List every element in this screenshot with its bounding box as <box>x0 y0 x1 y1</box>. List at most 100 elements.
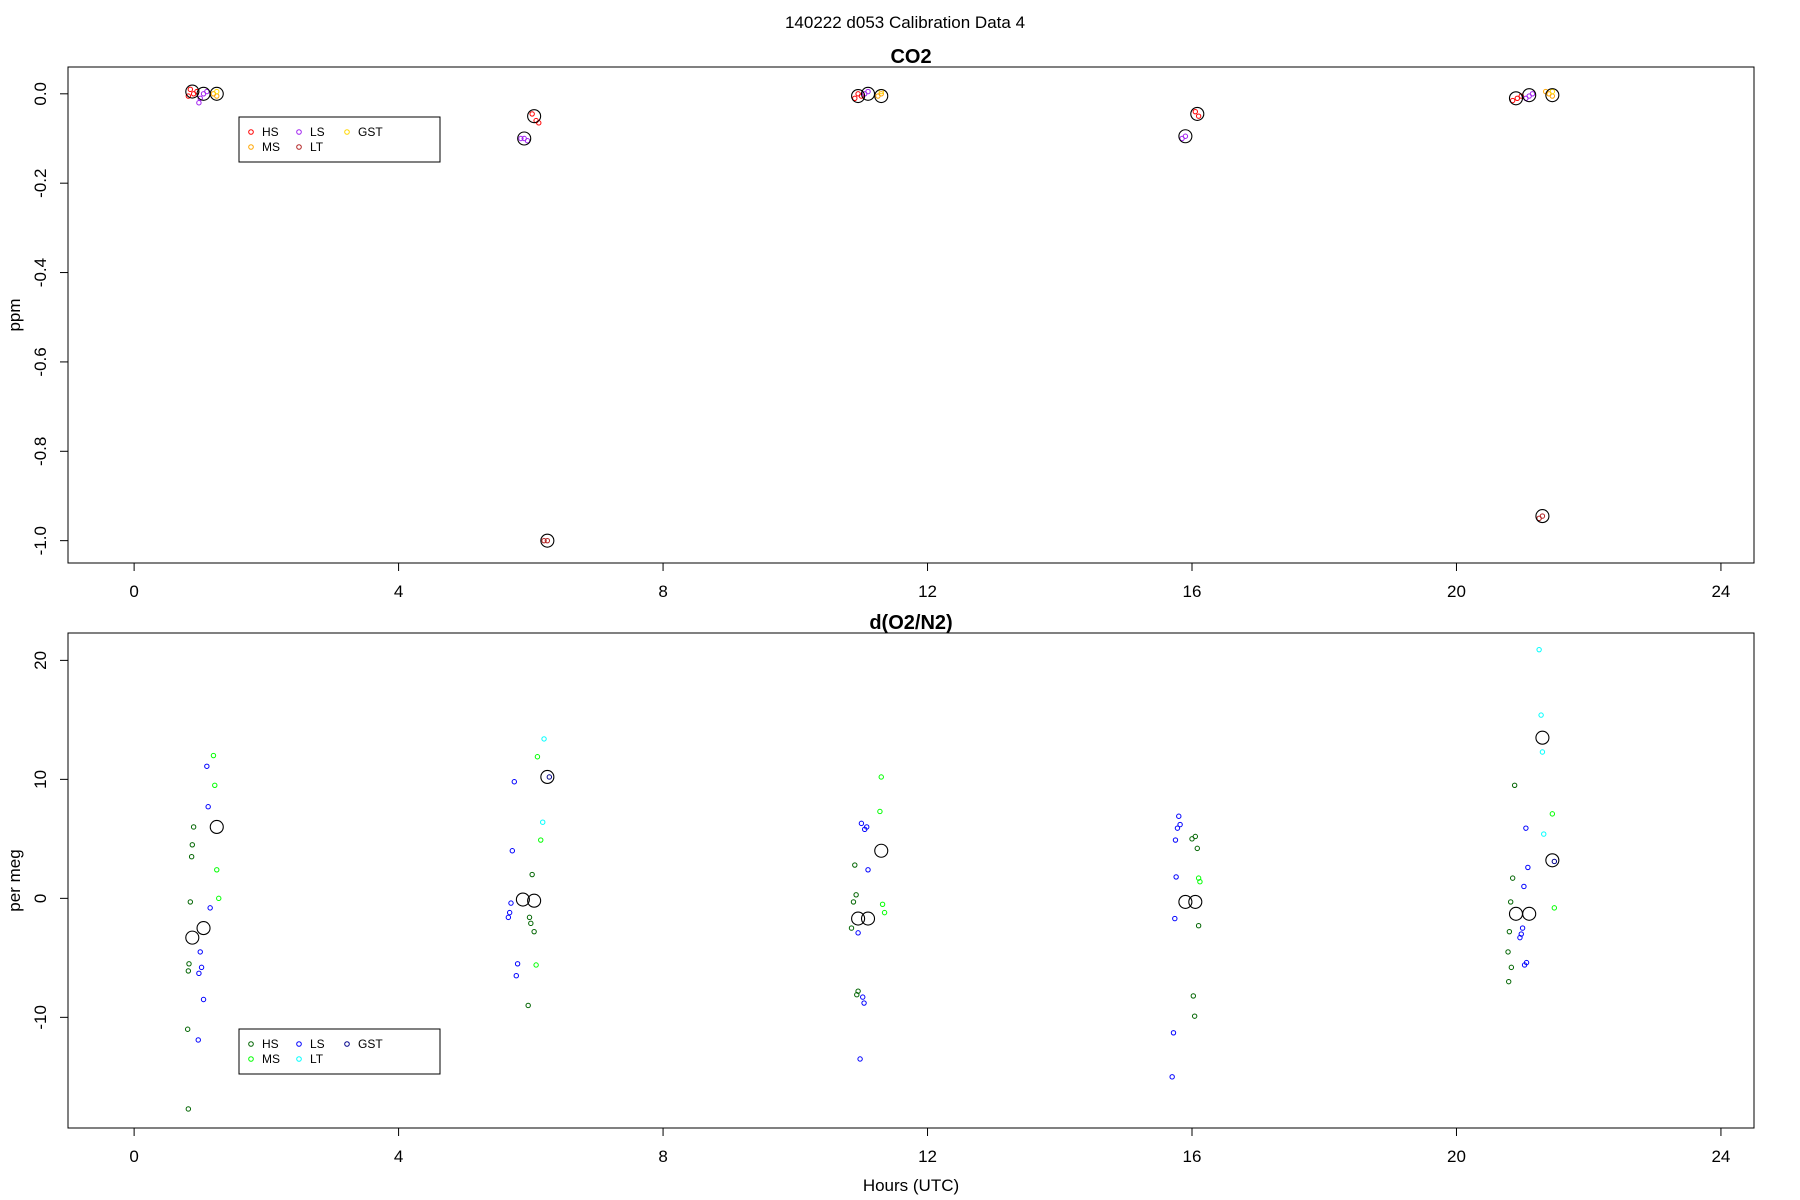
data-point-lt <box>1536 646 1542 653</box>
mean-point <box>1545 853 1560 868</box>
x-tick-label: 12 <box>918 1147 937 1166</box>
data-point-ls <box>204 763 210 769</box>
y-tick-label: 0.0 <box>31 82 50 106</box>
legend-label: LT <box>310 140 324 154</box>
mean-point <box>874 843 889 858</box>
x-tick-label: 16 <box>1183 582 1202 601</box>
data-point-hs <box>1505 949 1511 955</box>
x-tick-label: 4 <box>394 582 403 601</box>
y-tick-label: -1.0 <box>31 526 50 555</box>
data-point-ls <box>204 88 210 95</box>
x-tick-label: 20 <box>1447 1147 1466 1166</box>
data-point-ls <box>1177 821 1183 828</box>
data-point-hs <box>1190 993 1197 999</box>
data-point-hs <box>526 914 533 921</box>
data-point-hs <box>1191 1013 1198 1019</box>
data-point-ms <box>1549 811 1556 817</box>
data-point-hs <box>852 862 858 868</box>
data-point-gst <box>1551 858 1558 865</box>
legend-marker <box>296 129 302 135</box>
x-tick-label: 4 <box>394 1147 403 1166</box>
data-point-ms <box>216 895 222 902</box>
data-point-hs <box>1194 845 1200 852</box>
mean-point <box>1190 106 1205 121</box>
legend-label: LT <box>310 1052 324 1066</box>
mean-point <box>209 819 224 835</box>
mean-point <box>540 769 555 785</box>
mean-point <box>1545 88 1560 103</box>
mean-point <box>1508 906 1524 921</box>
x-tick-label: 0 <box>129 1147 138 1166</box>
data-point-hs <box>850 899 857 905</box>
data-point-ms <box>877 808 883 815</box>
data-point-hs <box>1509 97 1516 104</box>
data-point-hs <box>185 1106 192 1112</box>
data-point-ls <box>1176 813 1182 819</box>
mean-point <box>851 88 866 104</box>
data-point-ls <box>858 820 865 827</box>
data-point-gst <box>546 774 553 780</box>
mean-point <box>1522 88 1537 103</box>
data-point-ms <box>1197 878 1203 885</box>
mean-point <box>209 86 224 101</box>
data-point-ls <box>197 949 203 955</box>
legend-label: HS <box>262 125 279 139</box>
data-point-hs <box>1506 978 1512 985</box>
data-point-ms <box>879 901 886 907</box>
data-point-ls <box>1521 883 1527 890</box>
chart-title: d(O2/N2) <box>869 612 952 634</box>
mean-point <box>540 533 555 548</box>
legend-marker <box>344 1041 350 1047</box>
data-point-ls <box>1517 934 1523 941</box>
data-point-ls <box>1521 962 1528 968</box>
data-point-lt <box>544 537 551 544</box>
mean-point <box>874 88 889 104</box>
data-point-ls <box>505 914 512 921</box>
mean-point <box>515 892 530 907</box>
mean-point <box>1535 730 1550 745</box>
data-point-ms <box>214 93 220 99</box>
x-tick-label: 0 <box>129 582 138 601</box>
data-point-hs <box>854 992 860 998</box>
mean-point <box>527 109 542 124</box>
data-point-hs <box>185 968 192 974</box>
data-point-hs <box>848 925 855 931</box>
legend-label: MS <box>262 140 280 154</box>
data-point-ls <box>1172 837 1179 843</box>
data-point-hs <box>1192 833 1199 840</box>
data-point-ls <box>865 867 871 873</box>
y-tick-label: -0.6 <box>31 347 50 376</box>
legend-label: GST <box>358 1037 383 1051</box>
y-axis-label: per meg <box>5 849 24 911</box>
data-point-ls <box>196 970 202 977</box>
legend-label: GST <box>358 125 383 139</box>
data-point-hs <box>1195 113 1202 119</box>
data-point-hs <box>1192 108 1199 115</box>
x-tick-label: 24 <box>1711 582 1730 601</box>
legend-label: LS <box>310 1037 325 1051</box>
data-point-gst <box>214 88 220 95</box>
data-point-lt <box>1541 831 1547 837</box>
data-point-ms <box>533 962 539 968</box>
mean-point <box>185 930 200 945</box>
data-point-gst <box>1549 88 1556 95</box>
data-point-ls <box>207 905 213 911</box>
data-point-ls <box>518 135 524 142</box>
data-point-lt <box>541 537 547 544</box>
legend-marker <box>248 1056 254 1062</box>
data-point-ls <box>200 996 207 1003</box>
data-point-ls <box>205 804 211 810</box>
data-point-ms <box>1551 905 1558 911</box>
x-tick-label: 20 <box>1447 582 1466 601</box>
data-point-ls <box>857 1056 863 1062</box>
legend-marker <box>296 1056 302 1062</box>
data-point-hs <box>1514 95 1520 101</box>
y-tick-label: 0 <box>31 894 50 903</box>
chart-title: CO2 <box>890 46 931 68</box>
legend-label: HS <box>262 1037 279 1051</box>
data-point-hs <box>1506 928 1513 935</box>
legend-marker <box>344 129 350 135</box>
data-point-lt <box>540 819 546 825</box>
data-point-ls <box>864 824 870 830</box>
